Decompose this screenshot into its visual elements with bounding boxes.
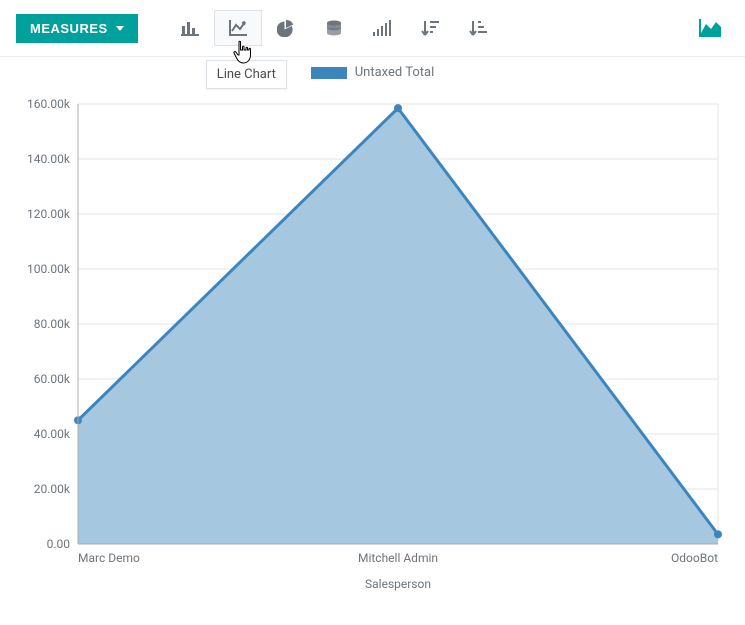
bar-chart-button[interactable] xyxy=(166,10,214,46)
svg-text:0.00: 0.00 xyxy=(47,537,71,551)
svg-text:20.00k: 20.00k xyxy=(34,482,71,496)
line-chart-button[interactable] xyxy=(214,10,262,46)
measures-label: MEASURES xyxy=(30,21,108,36)
signal-icon xyxy=(373,20,391,36)
sort-desc-icon xyxy=(421,20,439,36)
area-chart-icon xyxy=(699,19,721,37)
measures-button[interactable]: MEASURES xyxy=(16,14,138,43)
svg-text:140.00k: 140.00k xyxy=(27,152,71,166)
chart-type-group xyxy=(166,10,502,46)
line-chart-icon xyxy=(229,20,247,36)
caret-down-icon xyxy=(116,26,124,31)
sort-asc-button[interactable] xyxy=(454,10,502,46)
svg-text:OdooBot: OdooBot xyxy=(671,551,718,565)
svg-text:160.00k: 160.00k xyxy=(27,97,71,111)
bar-chart-icon xyxy=(181,20,199,36)
legend-swatch xyxy=(311,67,347,79)
chart-legend: Untaxed Total xyxy=(0,57,745,84)
stacked-button[interactable] xyxy=(310,10,358,46)
sort-desc-button[interactable] xyxy=(406,10,454,46)
svg-text:40.00k: 40.00k xyxy=(34,427,71,441)
sort-asc-icon xyxy=(469,20,487,36)
svg-text:60.00k: 60.00k xyxy=(34,372,71,386)
svg-text:Salesperson: Salesperson xyxy=(365,577,431,591)
stacked-icon xyxy=(325,20,343,36)
area-chart-button[interactable] xyxy=(691,10,729,46)
pie-chart-icon xyxy=(277,19,295,37)
svg-text:120.00k: 120.00k xyxy=(27,207,71,221)
tooltip: Line Chart xyxy=(206,60,287,89)
svg-text:Mitchell Admin: Mitchell Admin xyxy=(358,551,438,565)
svg-text:Marc Demo: Marc Demo xyxy=(78,551,140,565)
pie-chart-button[interactable] xyxy=(262,10,310,46)
line-chart: 0.00 20.00k 40.00k 60.00k 80.00k 100.00k 120.0… xyxy=(6,84,726,604)
svg-text:100.00k: 100.00k xyxy=(27,262,71,276)
toolbar: MEASURES xyxy=(0,0,745,57)
tooltip-text: Line Chart xyxy=(217,67,276,82)
legend-label: Untaxed Total xyxy=(355,65,434,80)
signal-button[interactable] xyxy=(358,10,406,46)
svg-text:80.00k: 80.00k xyxy=(34,317,71,331)
chart-area: 0.00 20.00k 40.00k 60.00k 80.00k 100.00k 120.0… xyxy=(0,84,745,608)
